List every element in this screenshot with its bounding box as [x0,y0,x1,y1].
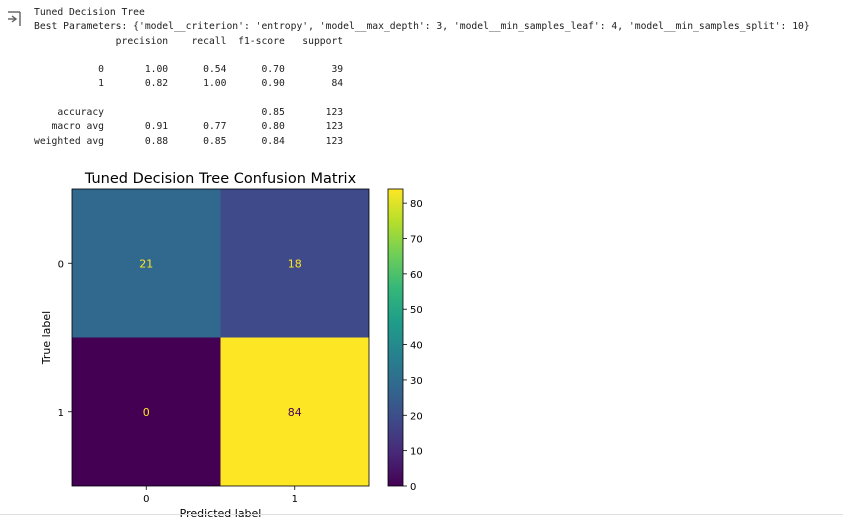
output-line: weighted avg 0.88 0.85 0.84 123 [34,135,344,147]
colorbar-tick-label: 60 [410,270,423,281]
y-tick-label: 1 [58,408,64,419]
matrix-cell [72,189,221,338]
x-tick-label: 0 [143,494,149,505]
x-tick-label: 1 [292,494,298,505]
colorbar-tick-label: 30 [410,376,423,387]
colorbar-tick-label: 0 [410,482,416,493]
x-axis-label: Predicted label [180,507,262,517]
output-line: 0 1.00 0.54 0.70 39 [34,64,344,76]
output-line: macro avg 0.91 0.77 0.80 123 [34,121,344,133]
plot-frame [71,188,370,487]
cell-value-label: 21 [139,257,153,270]
output-line: 1 0.82 1.00 0.90 84 [34,78,344,90]
output-divider [0,514,843,515]
cell-value-label: 84 [288,406,302,419]
matrix-cell [220,189,369,338]
output-line: accuracy 0.85 123 [34,107,344,119]
colorbar-tick-label: 50 [410,305,423,316]
colorbar-tick-label: 70 [410,235,423,246]
output-line: precision recall f1-score support [34,35,344,47]
y-tick-label: 0 [58,259,64,270]
colorbar-tick-label: 80 [410,199,423,210]
cell-value-label: 18 [288,257,302,270]
colorbar-tick-label: 10 [410,447,423,458]
output-line: Best Parameters: {'model__criterion': 'e… [34,21,810,33]
cell-value-label: 0 [143,406,150,419]
matrix-cell [220,337,369,486]
colorbar [387,188,404,487]
output-redirect-icon[interactable] [6,8,24,28]
y-axis-label: True label [40,311,53,365]
matrix-cell [72,337,221,486]
output-line: Tuned Decision Tree [34,7,145,18]
cell-output-text: Tuned Decision Tree Best Parameters: {'m… [34,6,810,149]
chart-title: Tuned Decision Tree Confusion Matrix [84,171,357,187]
colorbar-tick-label: 20 [410,411,423,422]
colorbar-tick-label: 40 [410,341,423,352]
